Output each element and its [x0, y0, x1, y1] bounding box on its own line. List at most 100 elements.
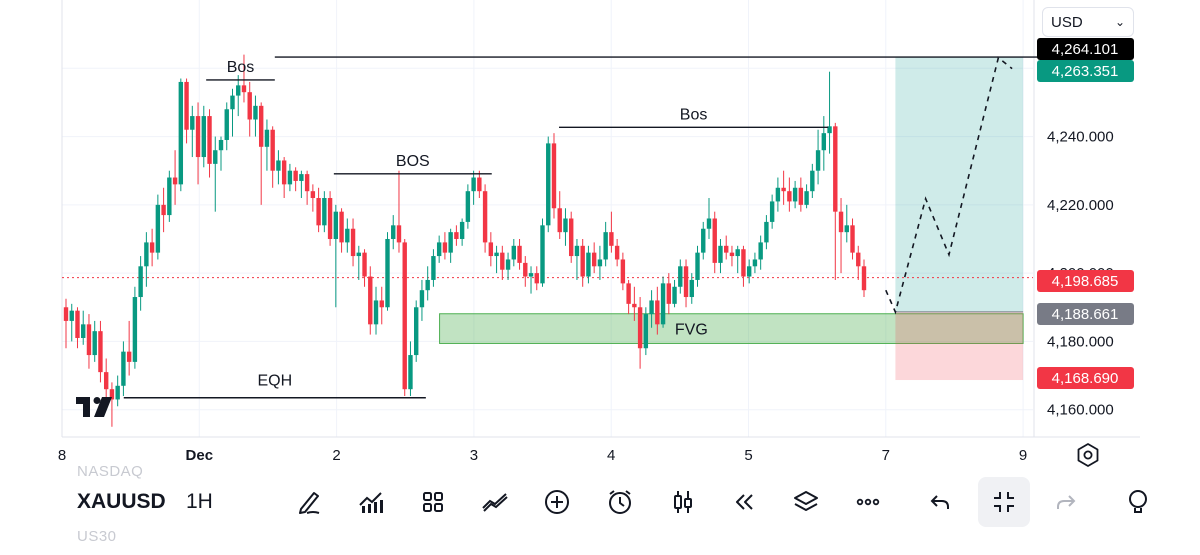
candle	[850, 218, 855, 260]
compare-button[interactable]	[475, 482, 515, 522]
candle-body	[689, 279, 694, 298]
candle-body	[281, 160, 287, 185]
candle	[115, 375, 120, 407]
candle	[534, 266, 539, 291]
time-tick-label: 9	[1019, 447, 1027, 464]
candle	[132, 286, 138, 369]
candle	[431, 249, 436, 287]
candle-body	[190, 116, 195, 130]
price-tag: 4,168.690	[1037, 367, 1134, 389]
candle	[69, 303, 74, 342]
candle-body	[132, 297, 138, 362]
candle	[856, 245, 861, 280]
position-stop-zone	[895, 311, 1024, 381]
replay-button[interactable]	[724, 482, 764, 522]
candle	[362, 249, 367, 287]
candle-body	[844, 225, 849, 233]
candle-body	[419, 290, 425, 308]
position-target-zone	[895, 56, 1024, 312]
candle	[167, 170, 172, 222]
candle-body	[385, 238, 390, 308]
candle-body	[534, 273, 539, 284]
more-button[interactable]	[848, 482, 888, 522]
candle	[643, 307, 649, 356]
candle	[339, 208, 344, 253]
fullscreen-toggle-button[interactable]	[978, 477, 1030, 527]
symbol-prev[interactable]: NASDAQ	[77, 463, 144, 480]
candle	[287, 163, 293, 192]
timeframe-button[interactable]: 1H	[186, 490, 213, 513]
price-tag: 4,263.351	[1037, 60, 1134, 82]
candle-body	[454, 232, 459, 239]
candle-body	[184, 81, 189, 130]
time-tick-label: 8	[58, 447, 66, 464]
candle	[597, 245, 603, 280]
candle	[695, 245, 700, 287]
candle-body	[459, 221, 465, 239]
candle-body	[528, 273, 534, 277]
candle	[224, 102, 229, 151]
candle	[373, 286, 379, 335]
layouts-button[interactable]	[413, 482, 453, 522]
candle	[345, 218, 350, 253]
candle	[385, 232, 390, 311]
candle-body	[115, 385, 120, 400]
candle	[253, 95, 258, 137]
candle	[718, 238, 723, 274]
candle-body	[138, 266, 143, 298]
candle-body	[224, 109, 229, 140]
alert-button[interactable]	[600, 482, 640, 522]
redo-button[interactable]	[1046, 482, 1086, 522]
indicators-icon	[359, 492, 383, 513]
candle	[781, 170, 786, 205]
undo-button[interactable]	[920, 482, 960, 522]
candle-body	[304, 174, 310, 192]
collapse-icon	[994, 492, 1014, 512]
price-tick-label: 4,240.000	[1047, 129, 1114, 146]
annotation-label: Bos	[680, 106, 708, 123]
candle	[517, 238, 522, 270]
candle	[408, 341, 413, 397]
candle	[126, 320, 132, 376]
chart-type-button[interactable]	[663, 482, 703, 522]
candle-body	[540, 225, 545, 284]
time-tick-label: 3	[470, 447, 478, 464]
candle-body	[494, 252, 499, 257]
alarm-clock-icon	[609, 490, 631, 514]
candle	[505, 252, 511, 280]
candle-body	[758, 242, 763, 260]
candle-body	[402, 242, 407, 390]
candle	[787, 177, 792, 212]
currency-label: USD	[1051, 13, 1083, 31]
candle-body	[850, 225, 855, 253]
candle	[488, 232, 494, 267]
symbol-next[interactable]: US30	[77, 528, 117, 545]
candle	[190, 105, 195, 158]
candle-body	[339, 211, 344, 243]
indicators-button[interactable]	[351, 482, 391, 522]
add-button[interactable]	[537, 482, 577, 522]
candle	[591, 242, 597, 274]
currency-selector[interactable]: USD ⌄	[1042, 7, 1134, 37]
candle-body	[465, 191, 471, 222]
symbol-name[interactable]: XAUUSD	[77, 490, 166, 513]
candle-body	[500, 252, 505, 270]
candle	[689, 273, 694, 304]
candle-body	[804, 191, 809, 205]
candle	[195, 102, 201, 185]
object-tree-button[interactable]	[786, 482, 826, 522]
price-tag: 4,198.685	[1037, 270, 1134, 292]
chart-settings-icon[interactable]	[1075, 442, 1101, 468]
drawing-tools-button[interactable]	[290, 482, 330, 522]
candle-body	[511, 245, 516, 260]
candle-body	[666, 283, 672, 304]
candle	[270, 126, 275, 188]
candle	[92, 320, 97, 362]
undo-icon	[930, 495, 949, 509]
candle-body	[787, 191, 792, 202]
tips-button[interactable]	[1120, 482, 1150, 522]
candle-body	[861, 266, 867, 291]
chevron-down-icon: ⌄	[1114, 15, 1125, 29]
